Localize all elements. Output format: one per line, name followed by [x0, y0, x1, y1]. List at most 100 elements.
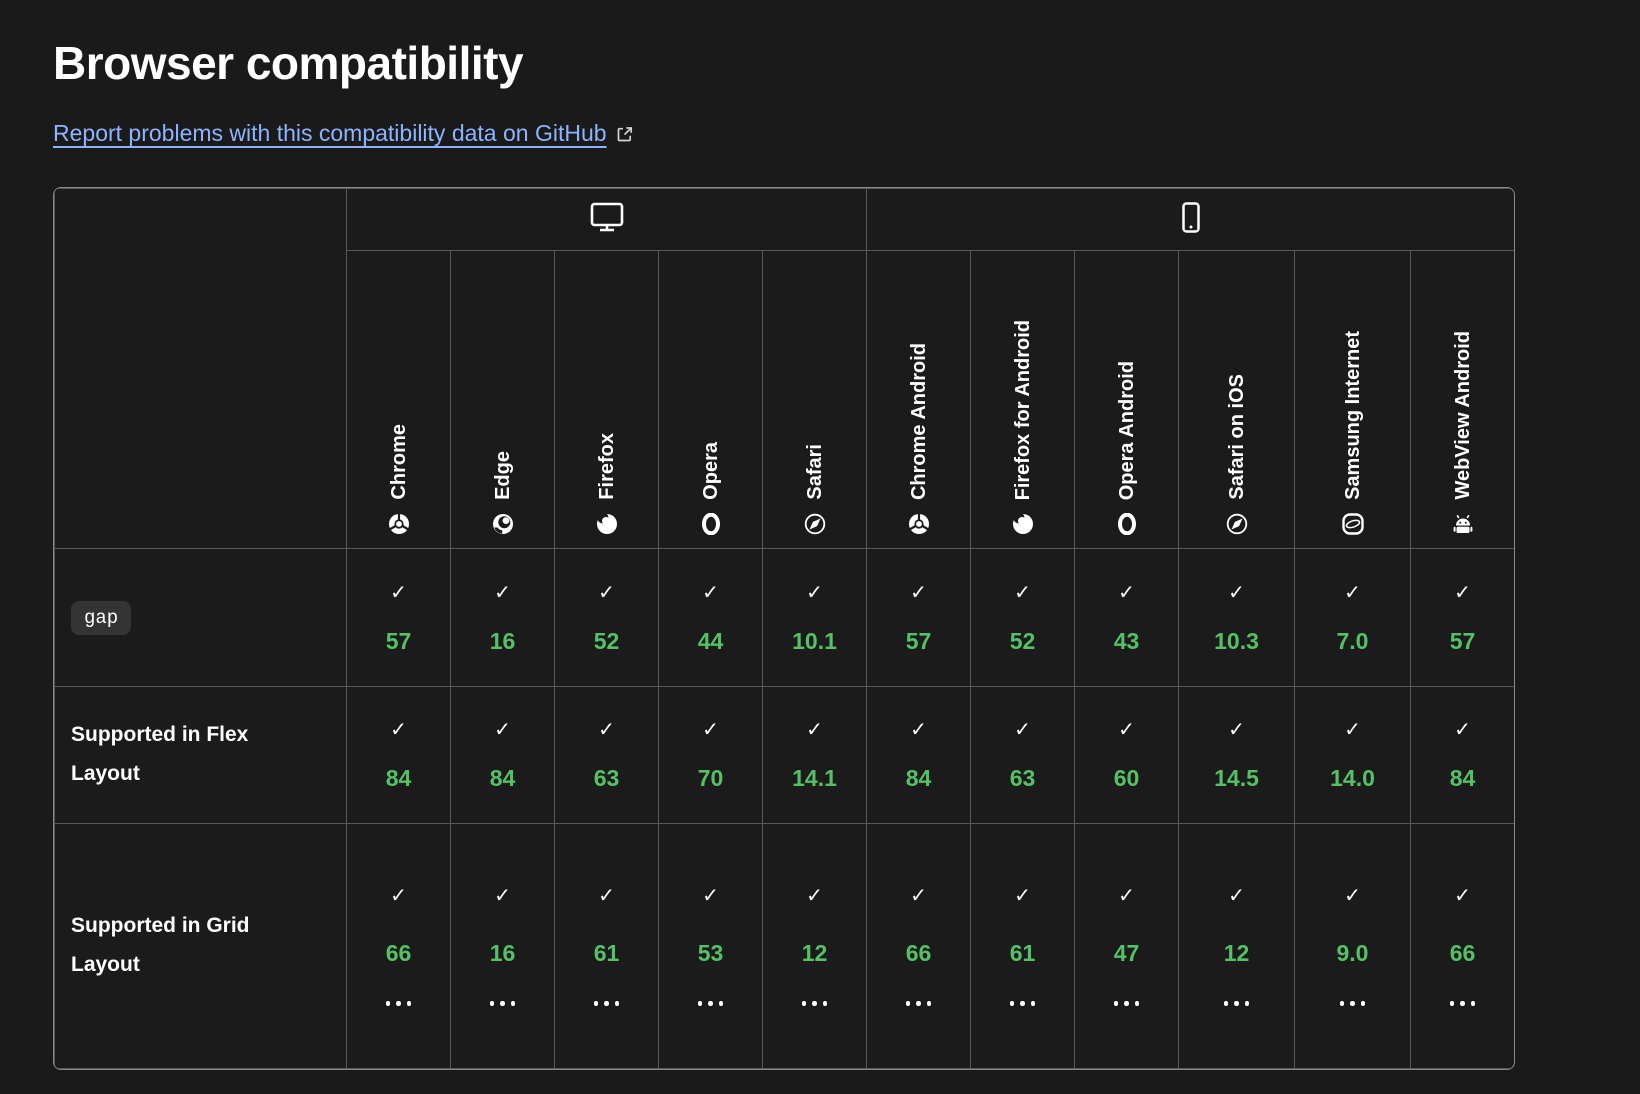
support-cell[interactable]: ✓ 7.0 — [1294, 548, 1411, 687]
support-cell[interactable]: ✓ 10.3 — [1178, 548, 1295, 687]
check-icon: ✓ — [598, 885, 615, 908]
more-dots-icon — [801, 1001, 828, 1006]
version-label: 66 — [1449, 940, 1476, 967]
support-cell[interactable]: ✓ 14.5 — [1178, 686, 1295, 824]
safari-icon — [804, 513, 826, 535]
browser-header-opera-android: Opera Android — [1074, 250, 1179, 549]
support-cell[interactable]: ✓ 84 — [450, 686, 555, 824]
browser-name: Samsung Internet — [1341, 331, 1364, 500]
support-cell[interactable]: ✓ 84 — [866, 686, 971, 824]
support-cell[interactable]: ✓ 12 — [762, 823, 867, 1069]
feature-code-badge: gap — [71, 601, 132, 636]
check-icon: ✓ — [1118, 719, 1135, 741]
support-cell[interactable]: ✓ 16 — [450, 823, 555, 1069]
support-cell[interactable]: ✓ 57 — [346, 548, 451, 687]
check-icon: ✓ — [1014, 719, 1031, 741]
support-cell[interactable]: ✓ 57 — [866, 548, 971, 687]
support-cell[interactable]: ✓ 66 — [346, 823, 451, 1069]
check-icon: ✓ — [494, 719, 511, 741]
support-cell[interactable]: ✓ 66 — [866, 823, 971, 1069]
check-icon: ✓ — [1228, 719, 1245, 741]
browser-header-chrome: Chrome — [346, 250, 451, 549]
check-icon: ✓ — [1454, 719, 1471, 741]
more-dots-icon — [697, 1001, 724, 1006]
desktop-icon — [590, 202, 624, 232]
more-dots-icon — [1113, 1001, 1140, 1006]
browser-header-chrome-android: Chrome Android — [866, 250, 971, 549]
external-link-icon — [616, 125, 634, 143]
version-label: 16 — [489, 940, 516, 967]
more-dots-icon — [905, 1001, 932, 1006]
support-cell[interactable]: ✓ 47 — [1074, 823, 1179, 1069]
more-dots-icon — [1339, 1001, 1366, 1006]
check-icon: ✓ — [806, 581, 823, 604]
check-icon: ✓ — [1344, 885, 1361, 908]
browser-name: Chrome — [387, 424, 410, 500]
edge-icon — [492, 513, 514, 535]
browser-name: Safari on iOS — [1225, 374, 1248, 500]
check-icon: ✓ — [390, 581, 407, 604]
support-cell[interactable]: ✓ 63 — [970, 686, 1075, 824]
table-row-gap: gap ✓ 57 ✓ 16 ✓ 52 ✓ 44 ✓ 10.1 ✓ 57 ✓ 52 ✓ 43 ✓ 1… — [54, 548, 1514, 687]
version-label: 61 — [1009, 940, 1036, 967]
check-icon: ✓ — [1454, 885, 1471, 908]
browser-header-opera: Opera — [658, 250, 763, 549]
version-label: 7.0 — [1336, 627, 1369, 654]
feature-grid-layout: Supported in Grid Layout — [54, 823, 347, 1069]
support-cell[interactable]: ✓ 14.1 — [762, 686, 867, 824]
check-icon: ✓ — [1014, 885, 1031, 908]
table-row-flex: Supported in Flex Layout ✓ 84 ✓ 84 ✓ 63 ✓ 70… — [54, 686, 1514, 824]
support-cell[interactable]: ✓ 60 — [1074, 686, 1179, 824]
check-icon: ✓ — [494, 885, 511, 908]
version-label: 10.3 — [1214, 627, 1259, 654]
compat-table: Chrome — [53, 187, 1515, 1070]
support-cell[interactable]: ✓ 9.0 — [1294, 823, 1411, 1069]
support-cell[interactable]: ✓ 70 — [658, 686, 763, 824]
support-cell[interactable]: ✓ 61 — [970, 823, 1075, 1069]
page-title: Browser compatibility — [53, 37, 524, 89]
check-icon: ✓ — [702, 719, 719, 741]
support-cell[interactable]: ✓ 16 — [450, 548, 555, 687]
support-cell[interactable]: ✓ 61 — [554, 823, 659, 1069]
check-icon: ✓ — [806, 885, 823, 908]
browser-name: Chrome Android — [907, 342, 930, 500]
version-label: 57 — [1449, 627, 1476, 654]
check-icon: ✓ — [598, 719, 615, 741]
version-label: 57 — [385, 627, 412, 654]
support-cell[interactable]: ✓ 14.0 — [1294, 686, 1411, 824]
safari-icon — [1226, 513, 1248, 535]
version-label: 84 — [385, 765, 412, 791]
report-problems-link[interactable]: Report problems with this compatibility … — [53, 120, 634, 147]
version-label: 43 — [1113, 627, 1140, 654]
more-dots-icon — [1449, 1001, 1476, 1006]
check-icon: ✓ — [1344, 581, 1361, 604]
support-cell[interactable]: ✓ 43 — [1074, 548, 1179, 687]
support-cell[interactable]: ✓ 12 — [1178, 823, 1295, 1069]
support-cell[interactable]: ✓ 84 — [346, 686, 451, 824]
more-dots-icon — [385, 1001, 412, 1006]
check-icon: ✓ — [1014, 581, 1031, 604]
support-cell[interactable]: ✓ 66 — [1409, 823, 1514, 1069]
support-cell[interactable]: ✓ 53 — [658, 823, 763, 1069]
version-label: 10.1 — [792, 627, 837, 654]
version-label: 52 — [1009, 627, 1036, 654]
support-cell[interactable]: ✓ 63 — [554, 686, 659, 824]
check-icon: ✓ — [390, 885, 407, 908]
version-label: 70 — [697, 765, 724, 791]
version-label: 14.1 — [792, 765, 837, 791]
browser-header-firefox: Firefox — [554, 250, 659, 549]
version-label: 53 — [697, 940, 724, 967]
platform-mobile-header — [865, 188, 1514, 251]
support-cell[interactable]: ✓ 84 — [1409, 686, 1514, 824]
support-cell[interactable]: ✓ 57 — [1409, 548, 1514, 687]
support-cell[interactable]: ✓ 52 — [554, 548, 659, 687]
version-label: 57 — [905, 627, 932, 654]
version-label: 9.0 — [1336, 940, 1369, 967]
version-label: 61 — [593, 940, 620, 967]
support-cell[interactable]: ✓ 44 — [658, 548, 763, 687]
support-cell[interactable]: ✓ 10.1 — [762, 548, 867, 687]
samsung-internet-icon — [1341, 513, 1364, 535]
opera-icon — [1116, 513, 1138, 535]
version-label: 47 — [1113, 940, 1140, 967]
support-cell[interactable]: ✓ 52 — [970, 548, 1075, 687]
